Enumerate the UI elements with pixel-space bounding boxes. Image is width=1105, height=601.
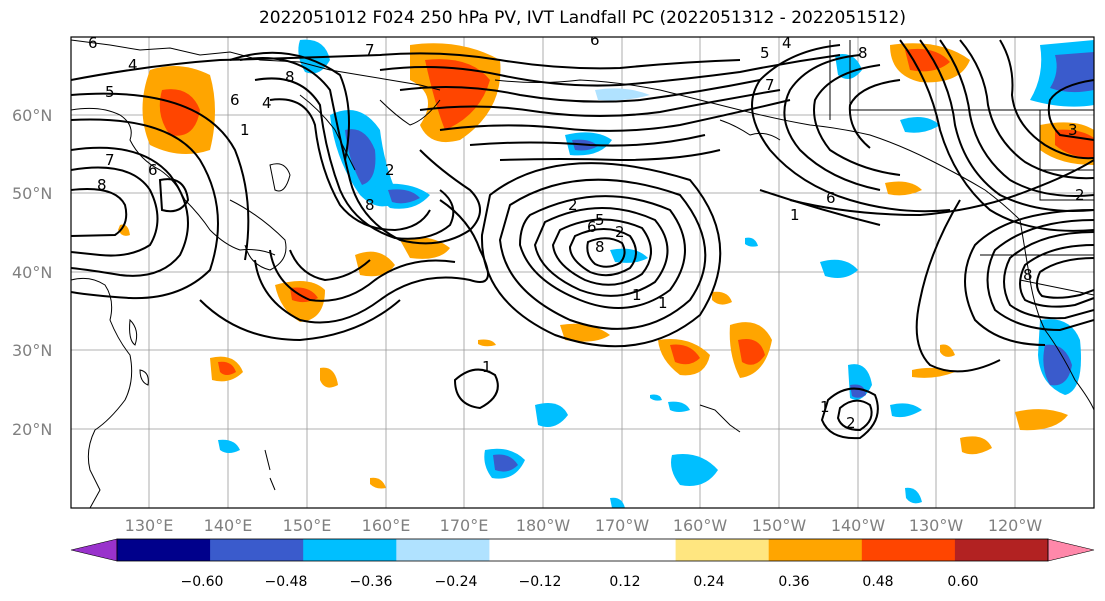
lat-label: 30°N: [12, 341, 52, 360]
lon-label: 160°W: [673, 516, 728, 535]
contour-label: 1: [658, 294, 668, 312]
contour-label: 8: [285, 68, 295, 86]
contour-label: 7: [105, 151, 115, 169]
colorbar-tick-label: 0.36: [778, 574, 809, 590]
colorbar-tick-label: −0.12: [519, 574, 562, 590]
colorbar-tick-label: 0.48: [862, 574, 893, 590]
colorbar-segment: [675, 539, 770, 561]
lon-label: 120°W: [988, 516, 1043, 535]
colorbar-tick-label: −0.36: [350, 574, 393, 590]
lon-label: 160°E: [362, 516, 411, 535]
colorbar-tick-label: −0.48: [265, 574, 308, 590]
longitude-labels: 130°E 140°E 150°E 160°E 170°E 180°W 170°…: [125, 516, 1043, 535]
contour-label: 8: [365, 196, 375, 214]
contour-label: 2: [846, 414, 856, 432]
lon-label: 170°E: [440, 516, 489, 535]
map-title: 2022051012 F024 250 hPa PV, IVT Landfall…: [258, 8, 906, 28]
colorbar-segment: [210, 539, 304, 561]
colorbar: −0.60 −0.48 −0.36 −0.24 −0.12 0.12 0.24 …: [70, 538, 1095, 590]
lon-label: 180°W: [516, 516, 571, 535]
contour-label: 8: [595, 238, 605, 256]
contour-label: 8: [858, 44, 868, 62]
contour-label: 1: [790, 206, 800, 224]
colorbar-segment: [954, 539, 1049, 561]
lon-label: 140°E: [204, 516, 253, 535]
map-frame: [70, 36, 1095, 509]
lon-label: 150°E: [283, 516, 332, 535]
colorbar-tick-label: −0.24: [435, 574, 478, 590]
colorbar-segment: [768, 539, 863, 561]
colorbar-high-extension: [1047, 538, 1095, 562]
contour-label: 3: [1068, 121, 1078, 139]
contour-labels: 6 7 5 8 4 6 1 7 8 6 4 5 6 4 7 8 6 1 2 5 …: [88, 31, 1085, 432]
contour-label: 8: [97, 176, 107, 194]
colorbar-low-extension: [70, 538, 118, 562]
contour-label: 6: [587, 218, 597, 236]
contour-label: 5: [105, 83, 115, 101]
colorbar-segment: [117, 539, 211, 561]
contour-label: 6: [230, 91, 240, 109]
contour-label: 2: [568, 196, 578, 214]
lon-label: 130°W: [909, 516, 964, 535]
colorbar-tick-label: −0.60: [181, 574, 224, 590]
lon-label: 170°W: [595, 516, 650, 535]
lat-label: 20°N: [12, 420, 52, 439]
contour-label: 6: [826, 189, 836, 207]
colorbar-tick-label: 0.24: [693, 574, 724, 590]
lon-label: 140°W: [831, 516, 886, 535]
contour-label: 7: [765, 76, 775, 94]
contour-label: 6: [148, 161, 158, 179]
contour-label: 2: [1075, 186, 1085, 204]
contour-label: 2: [615, 223, 625, 241]
contour-label: 1: [482, 358, 492, 376]
colorbar-frame: [116, 538, 1049, 562]
colorbar-segments: [117, 539, 1049, 561]
colorbar-tick-label: 0.60: [947, 574, 978, 590]
lat-label: 50°N: [12, 184, 52, 203]
colorbar-tick-label: 0.12: [609, 574, 640, 590]
colorbar-segment: [396, 539, 490, 561]
contour-label: 1: [632, 286, 642, 304]
lat-label: 60°N: [12, 106, 52, 125]
contour-label: 6: [590, 31, 600, 49]
colorbar-segment: [861, 539, 956, 561]
lat-label: 40°N: [12, 263, 52, 282]
colorbar-segment: [582, 539, 677, 561]
colorbar-segment: [489, 539, 583, 561]
lon-label: 130°E: [125, 516, 174, 535]
lon-label: 150°W: [752, 516, 807, 535]
colorbar-segment: [303, 539, 397, 561]
contour-label: 8: [1023, 266, 1033, 284]
contour-label: 6: [88, 34, 98, 52]
pv-contours: [71, 39, 1094, 440]
contour-label: 4: [128, 56, 138, 74]
contour-label: 5: [760, 44, 770, 62]
contour-label: 1: [240, 121, 250, 139]
contour-label: 4: [782, 34, 792, 52]
contour-label: 7: [365, 41, 375, 59]
latitude-labels: 60°N 50°N 40°N 30°N 20°N: [12, 106, 52, 439]
contour-label: 5: [595, 211, 605, 229]
contour-label: 1: [820, 398, 830, 416]
contour-label: 2: [385, 161, 395, 179]
map-background: [71, 37, 1094, 508]
contour-label: 4: [262, 94, 272, 112]
colorbar-tick-labels: −0.60 −0.48 −0.36 −0.24 −0.12 0.12 0.24 …: [181, 574, 979, 590]
